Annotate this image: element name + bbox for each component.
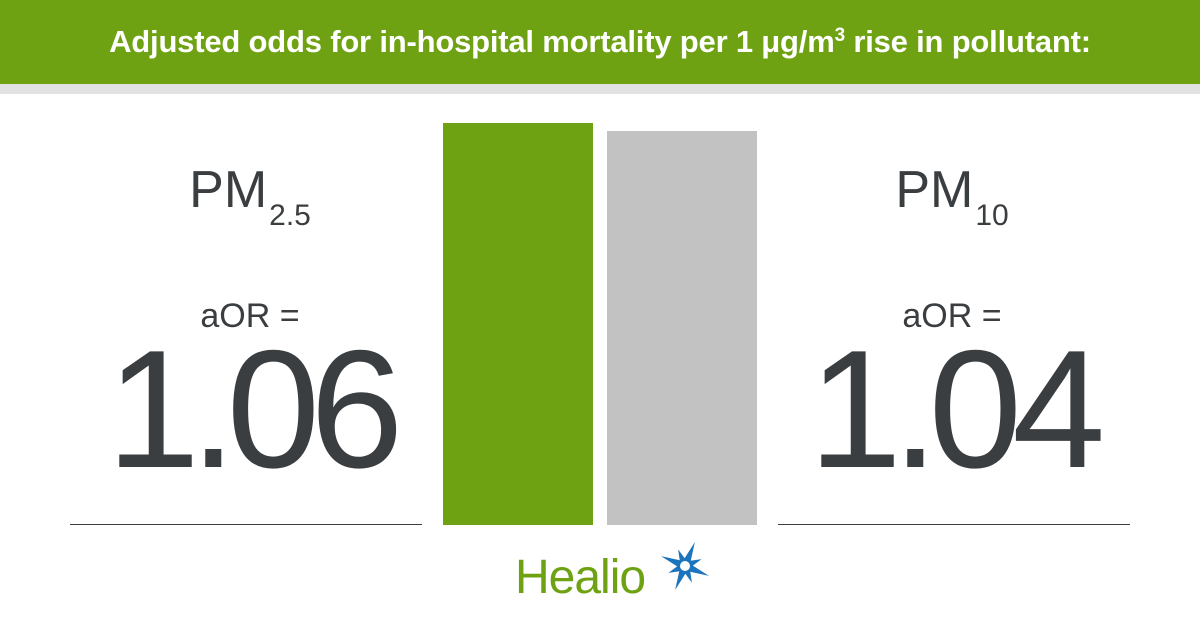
pm25-aor-label: aOR = [200,297,300,335]
pm10-aor-value: 1.04 [808,315,1106,503]
pm25-label: PM2.5 [189,161,311,232]
star-center [680,561,690,571]
pm25-bar [443,123,593,525]
logo-wordmark: Healio [515,551,646,604]
pm10-label: PM10 [895,161,1009,232]
chart-title: Adjusted odds for in-hospital mortality … [109,24,1091,59]
baseline-right [778,524,1130,525]
baseline-left [70,524,422,525]
pm10-panel: PM10 aOR = 1.04 [752,160,1152,503]
star-burst-icon [661,542,709,590]
header-banner: Adjusted odds for in-hospital mortality … [0,0,1200,84]
pm25-panel: PM2.5 aOR = 1.06 [50,160,450,503]
pm10-subscript: 10 [975,199,1009,232]
header-divider [0,84,1200,94]
healio-logo: Healio [515,538,725,608]
pm10-bar [607,131,757,525]
pm25-aor-value: 1.06 [106,315,404,503]
pm25-subscript: 2.5 [269,199,311,232]
pm10-aor-label: aOR = [902,297,1002,335]
